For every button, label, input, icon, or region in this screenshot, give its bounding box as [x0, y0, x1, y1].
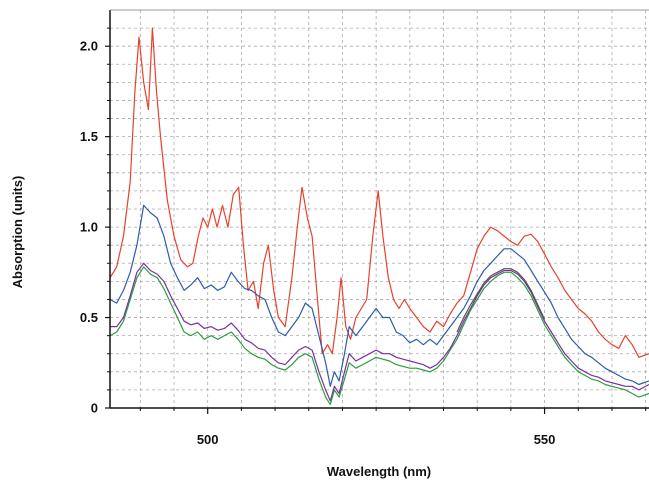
grid-lines	[110, 10, 649, 408]
tick-labels: 0 0.5 1.0 1.5 2.0 500 550	[80, 27, 647, 447]
series-line-5	[456, 268, 546, 333]
series-line-2	[109, 204, 649, 387]
series-line-4	[109, 266, 649, 405]
x-tick-label: 550	[534, 432, 556, 447]
series-line-3	[110, 262, 649, 402]
series-line-1	[109, 27, 649, 358]
data-series	[109, 27, 649, 405]
y-tick-label: 1.0	[80, 220, 98, 235]
x-axis-title: Wavelength (nm)	[327, 464, 431, 479]
y-tick-label: 0.5	[80, 310, 98, 325]
y-tick-label: 0	[91, 401, 98, 416]
y-tick-label: 2.0	[80, 39, 98, 54]
y-axis-title: Absorption (units)	[10, 176, 25, 289]
x-tick-label: 500	[197, 432, 219, 447]
y-tick-label: 1.5	[80, 129, 98, 144]
